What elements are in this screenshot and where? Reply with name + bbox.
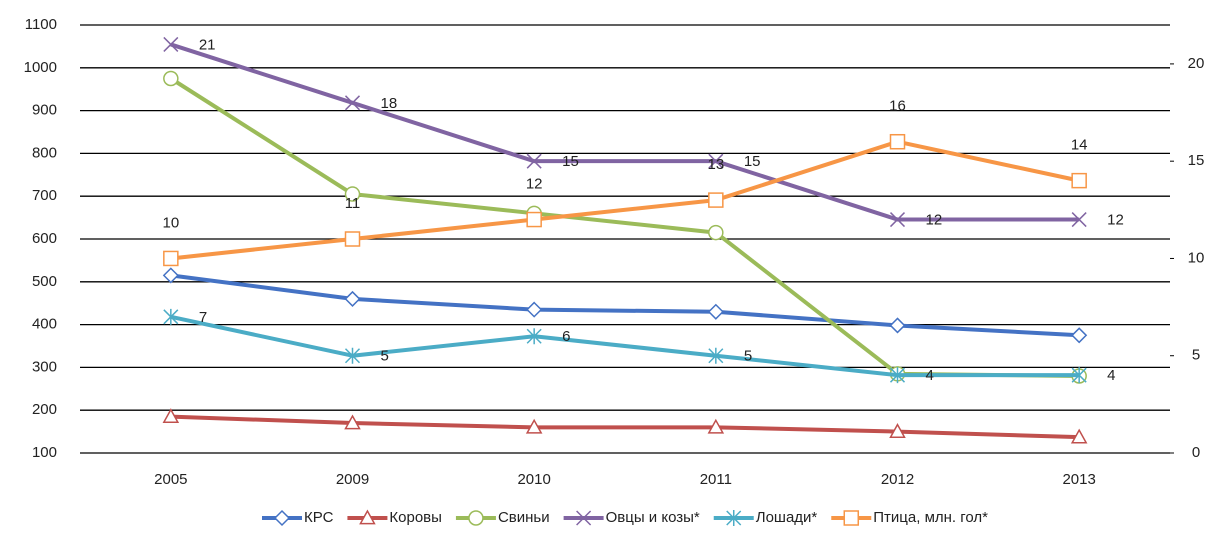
marker: [163, 36, 179, 52]
marker: [344, 186, 361, 202]
data-label: 12: [526, 176, 543, 193]
legend-label: Лошади*: [756, 509, 818, 526]
marker: [468, 510, 484, 526]
marker: [1071, 212, 1087, 228]
y-tick-label: 900: [32, 102, 57, 119]
y2-tick-label: 5: [1192, 347, 1200, 364]
data-label: 5: [381, 348, 389, 365]
marker: [889, 212, 906, 228]
data-label: 6: [562, 328, 570, 345]
y-tick-label: 400: [32, 316, 57, 333]
marker: [726, 510, 742, 526]
marker: [889, 133, 906, 150]
y2-tick-label: 20: [1188, 55, 1205, 72]
data-label: 15: [562, 153, 579, 170]
marker: [889, 367, 906, 384]
series: [162, 267, 1088, 344]
y-tick-label: 100: [32, 444, 57, 461]
marker: [708, 153, 724, 169]
legend-label: КРС: [304, 509, 334, 526]
marker: [525, 418, 543, 434]
legend-label: Птица, млн. гол*: [873, 509, 988, 526]
legend-label: Свиньи: [498, 509, 550, 526]
marker: [1071, 367, 1087, 384]
y-tick-label: 500: [32, 273, 57, 290]
y2-tick-label: 15: [1188, 152, 1205, 169]
y-tick-label: 800: [32, 144, 57, 161]
marker: [163, 308, 179, 325]
data-label: 12: [1107, 212, 1124, 229]
marker: [1070, 428, 1088, 444]
series: [162, 408, 1088, 444]
x-tick-label: 2005: [154, 471, 187, 488]
marker: [344, 347, 361, 364]
marker: [162, 408, 180, 423]
marker: [889, 423, 906, 438]
data-label: 18: [381, 95, 398, 112]
marker: [843, 510, 860, 526]
x-tick-label: 2013: [1062, 471, 1095, 488]
marker: [359, 509, 376, 525]
y-tick-label: 1100: [25, 16, 57, 33]
marker: [707, 303, 724, 320]
y-tick-label: 600: [32, 230, 57, 247]
y2-tick-label: 0: [1192, 444, 1200, 461]
series: [163, 70, 1087, 384]
series-line: [170, 42, 1080, 222]
marker: [526, 301, 543, 318]
series-line: [169, 76, 1080, 378]
data-label: 16: [889, 98, 906, 115]
marker: [707, 418, 725, 434]
x-tick-label: 2010: [517, 471, 550, 488]
data-label: 7: [199, 309, 207, 326]
data-label: 4: [926, 367, 934, 384]
marker: [526, 328, 542, 345]
y-tick-label: 200: [32, 401, 57, 418]
marker: [344, 290, 361, 307]
series-line: [170, 314, 1080, 378]
marker: [526, 153, 542, 169]
data-label: 11: [345, 195, 361, 212]
x-tick-label: 2012: [881, 471, 914, 488]
marker: [344, 414, 361, 430]
marker: [344, 231, 361, 247]
marker: [576, 510, 592, 526]
legend-label: Овцы и козы*: [606, 509, 700, 526]
marker: [162, 267, 179, 284]
y-tick-label: 700: [32, 187, 57, 204]
marker: [708, 192, 724, 208]
marker: [889, 317, 906, 334]
data-label: 12: [926, 212, 943, 229]
legend: КРС Коровы Свиньи Овцы и козы* Лошади* Птица,…: [262, 509, 988, 527]
marker: [163, 70, 179, 87]
marker: [526, 211, 542, 228]
marker: [708, 224, 724, 241]
data-label: 10: [162, 214, 179, 231]
marker: [163, 250, 179, 267]
marker: [708, 347, 724, 364]
series-line: [170, 414, 1080, 440]
data-label: 5: [744, 348, 752, 365]
legend-label: Коровы: [389, 509, 442, 526]
x-tick-label: 2011: [700, 471, 732, 488]
data-label: 4: [1107, 367, 1115, 384]
series: 7 5 6 5 4 4: [163, 308, 1116, 384]
y2-tick-label: 10: [1188, 249, 1205, 266]
y-tick-label: 300: [32, 358, 57, 375]
series-line: [170, 139, 1080, 261]
series: 21 18 15 15 12 12: [163, 36, 1124, 229]
data-label: 15: [744, 153, 761, 170]
x-tick-label: 2009: [336, 471, 369, 488]
data-label: 21: [199, 36, 216, 53]
series: 10 11 12 13 16 14: [162, 98, 1088, 267]
y-tick-label: 1000: [24, 59, 57, 76]
marker: [1071, 172, 1087, 189]
marker: [344, 95, 361, 111]
data-label: 14: [1071, 137, 1088, 154]
marker: [273, 509, 291, 527]
data-label: 13: [707, 156, 724, 173]
series-line: [170, 273, 1080, 338]
marker: [1071, 327, 1088, 344]
